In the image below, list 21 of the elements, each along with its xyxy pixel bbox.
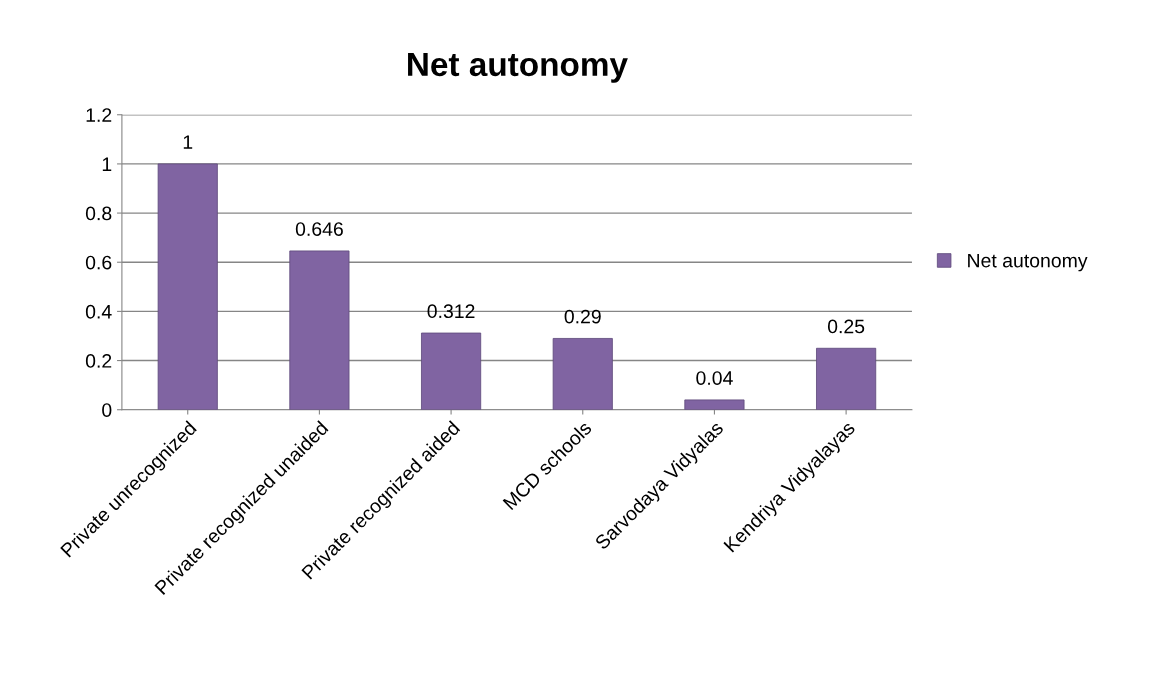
bar	[157, 163, 218, 410]
data-label: 1	[183, 135, 193, 149]
y-tick-label: 0.6	[85, 255, 112, 270]
bar	[421, 332, 482, 410]
y-tick-label: 1	[102, 157, 112, 171]
y-tick-label: 1.2	[86, 108, 112, 122]
legend-label: Net autonomy	[968, 253, 1088, 272]
data-label: 0.312	[427, 304, 475, 319]
bar	[289, 250, 350, 410]
y-tick-label: 0	[102, 403, 112, 417]
y-tick-label: 0.2	[85, 354, 112, 368]
bar	[552, 338, 613, 410]
bar	[816, 347, 877, 410]
y-tick-label: 0.8	[85, 206, 112, 221]
chart-title: Net autonomy	[408, 52, 628, 83]
data-label: 0.25	[827, 319, 865, 334]
bar	[684, 399, 745, 410]
data-label: 0.646	[295, 222, 343, 236]
y-tick-label: 0.4	[85, 304, 112, 319]
data-label: 0.29	[564, 309, 601, 324]
data-label: 0.04	[696, 371, 733, 385]
